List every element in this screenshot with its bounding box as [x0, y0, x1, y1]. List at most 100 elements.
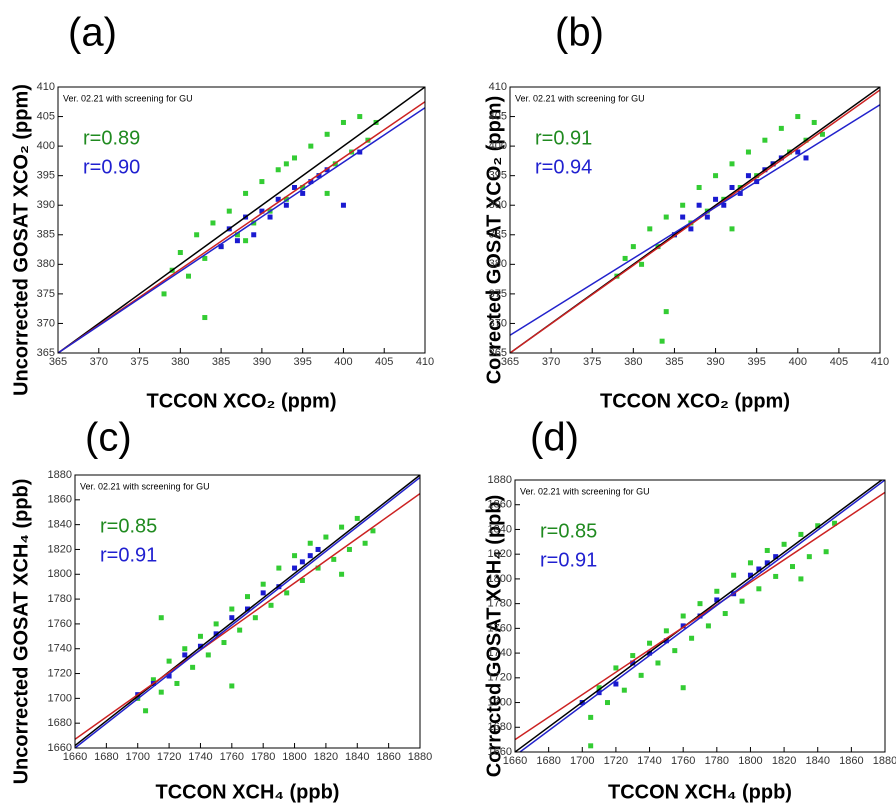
y-tick-label: 400	[489, 140, 507, 152]
data-point	[243, 238, 249, 244]
data-point	[218, 244, 224, 250]
data-point	[252, 615, 258, 621]
data-point	[251, 232, 257, 238]
data-point	[815, 523, 821, 529]
data-point	[638, 672, 644, 678]
x-tick-label: 380	[171, 356, 189, 368]
data-point	[663, 309, 669, 315]
x-tick-label: 1660	[503, 755, 527, 767]
data-point	[307, 540, 313, 546]
data-point	[647, 640, 653, 646]
data-point	[276, 565, 282, 571]
y-tick-label: 395	[37, 170, 55, 182]
data-point	[292, 155, 298, 161]
data-point	[663, 214, 669, 220]
fit-line	[58, 101, 425, 353]
data-point	[300, 184, 306, 190]
data-point	[268, 602, 274, 608]
fit-line	[515, 491, 885, 741]
data-point	[161, 291, 167, 297]
data-point	[150, 677, 156, 683]
y-tick-label: 1840	[488, 523, 512, 535]
y-tick-label: 405	[489, 110, 507, 122]
data-point	[781, 541, 787, 547]
data-point	[276, 584, 282, 590]
data-point	[292, 565, 298, 571]
y-tick-label: 390	[489, 199, 507, 211]
x-tick-label: 395	[293, 356, 311, 368]
y-tick-label: 410	[489, 81, 507, 93]
correlation-label: r=0.89	[83, 127, 140, 149]
data-point	[704, 214, 710, 220]
data-point	[260, 590, 266, 596]
data-point	[764, 560, 770, 566]
data-point	[354, 515, 360, 521]
y-axis-label: Uncorrected GOSAT XCO₂ (ppm)	[10, 84, 32, 396]
data-point	[696, 202, 702, 208]
data-point	[275, 167, 281, 173]
x-tick-label: 385	[665, 356, 683, 368]
y-tick-label: 375	[489, 288, 507, 300]
data-point	[210, 220, 216, 226]
x-tick-label: 375	[130, 356, 148, 368]
data-point	[202, 315, 208, 321]
data-point	[605, 700, 610, 706]
x-tick-label: 1840	[805, 755, 829, 767]
data-point	[166, 673, 172, 679]
x-tick-label: 380	[624, 356, 642, 368]
data-point	[737, 190, 743, 196]
data-point	[778, 125, 784, 131]
data-point	[174, 680, 180, 686]
fit-line	[75, 475, 420, 747]
x-tick-label: 410	[871, 356, 889, 368]
correlation-label: r=0.85	[540, 520, 597, 542]
fit-line	[75, 493, 420, 740]
plot-frame	[509, 86, 881, 354]
data-point	[680, 202, 686, 208]
correlation-label: r=0.91	[100, 544, 157, 566]
x-tick-label: 1820	[772, 755, 796, 767]
x-tick-label: 1800	[738, 755, 762, 767]
fit-line	[510, 89, 880, 353]
data-point	[795, 114, 801, 120]
data-point	[202, 255, 208, 261]
x-tick-label: 1680	[536, 755, 560, 767]
data-point	[659, 338, 665, 344]
y-tick-label: 365	[37, 347, 55, 359]
correlation-label: r=0.90	[83, 156, 140, 178]
data-point	[331, 556, 337, 562]
x-tick-label: 400	[789, 356, 807, 368]
panel-label: (d)	[530, 416, 579, 460]
data-point	[194, 232, 200, 238]
data-point	[764, 547, 770, 553]
x-tick-label: 1880	[873, 755, 896, 767]
x-tick-label: 1700	[125, 751, 149, 763]
y-tick-label: 1800	[48, 568, 72, 580]
data-point	[323, 534, 329, 540]
data-point	[267, 214, 273, 220]
data-point	[292, 553, 298, 559]
x-tick-label: 365	[49, 356, 67, 368]
y-tick-label: 1780	[48, 593, 72, 605]
data-point	[370, 528, 376, 534]
plot-frame	[74, 474, 421, 749]
data-point	[340, 202, 346, 208]
x-tick-label: 395	[747, 356, 765, 368]
version-note: Ver. 02.21 with screening for GU	[80, 481, 210, 491]
y-tick-label: 365	[489, 347, 507, 359]
correlation-label: r=0.91	[540, 549, 597, 571]
data-point	[190, 664, 196, 670]
data-point	[245, 594, 250, 600]
y-tick-label: 1740	[488, 647, 512, 659]
data-point	[316, 173, 322, 179]
y-tick-label: 1660	[488, 746, 512, 758]
data-point	[639, 261, 645, 267]
y-tick-label: 385	[489, 229, 507, 241]
y-tick-label: 1760	[488, 622, 512, 634]
data-point	[663, 638, 669, 644]
y-tick-label: 380	[37, 258, 55, 270]
data-point	[630, 660, 636, 666]
data-point	[680, 613, 686, 619]
data-point	[362, 540, 368, 546]
